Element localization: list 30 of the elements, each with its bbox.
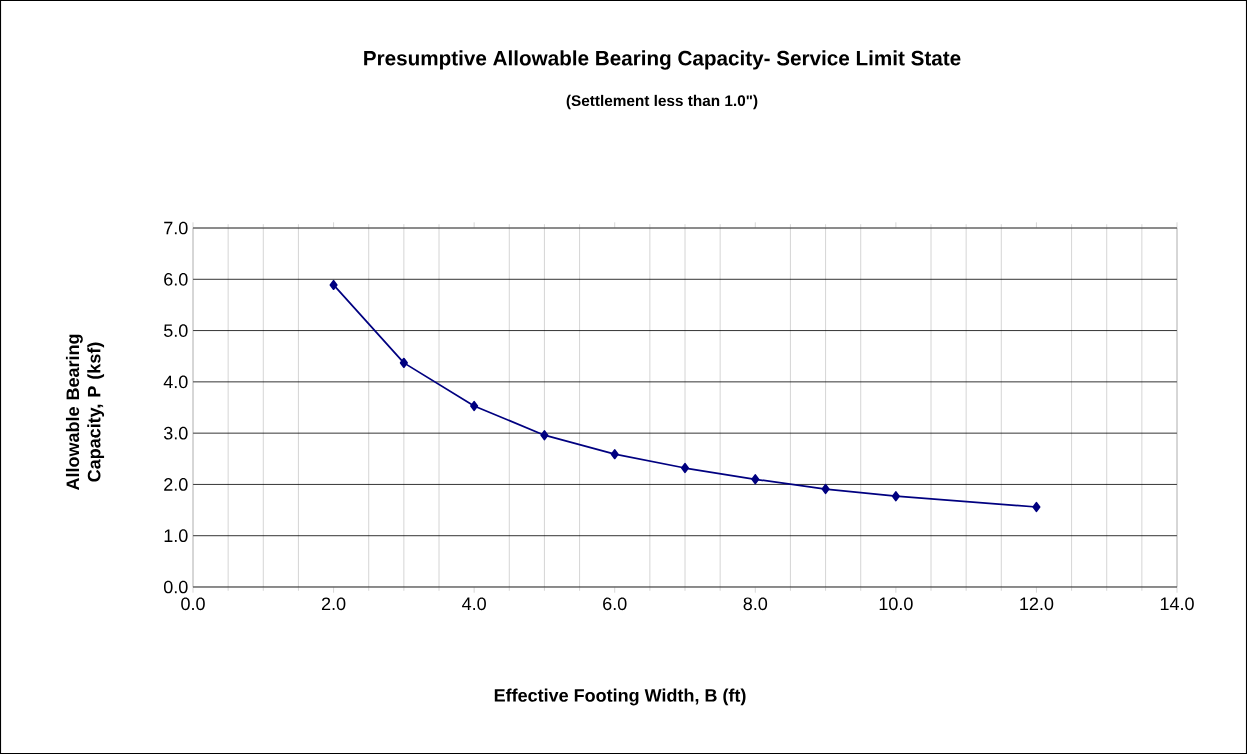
point <box>680 462 690 474</box>
x-tick-label: 0.0 <box>181 597 205 611</box>
y-tick-label: 4.0 <box>163 375 188 389</box>
y-tick-label: 7.0 <box>164 221 188 235</box>
point <box>540 430 549 441</box>
point <box>470 400 479 412</box>
y-tick-label: 6.0 <box>164 272 188 286</box>
y-tick-label: 0.0 <box>163 580 188 594</box>
x-tick-label: 6.0 <box>603 597 627 611</box>
x-tick-label: 12.0 <box>1020 597 1054 611</box>
x-axis-title: Effective Footing Width, B (ft) <box>494 688 746 706</box>
x-tick-label: 10.0 <box>879 597 913 611</box>
point <box>1032 501 1041 513</box>
chart-title: Presumptive Allowable Bearing Capacity- Service Limit State <box>364 50 961 70</box>
x-tick-label: 2.0 <box>321 597 346 611</box>
point <box>891 491 900 502</box>
x-tick-label: 4.0 <box>462 597 486 611</box>
point <box>821 483 830 495</box>
chart-subtitle: (Settlement less than 1.0") <box>566 94 758 110</box>
point <box>610 449 619 460</box>
y-tick-label: 3.0 <box>163 426 188 440</box>
y-tick-label: 5.0 <box>163 324 188 337</box>
y-tick-label: 2.0 <box>164 478 188 491</box>
y-tick-label: 1.0 <box>164 529 188 543</box>
y-axis-title: Allowable Bearing Capacity, P (ksf) <box>65 334 105 491</box>
x-tick-label: 8.0 <box>743 597 768 611</box>
point <box>329 279 338 291</box>
x-tick-label: 14.0 <box>1160 597 1194 611</box>
point <box>399 357 408 369</box>
point <box>751 474 760 485</box>
